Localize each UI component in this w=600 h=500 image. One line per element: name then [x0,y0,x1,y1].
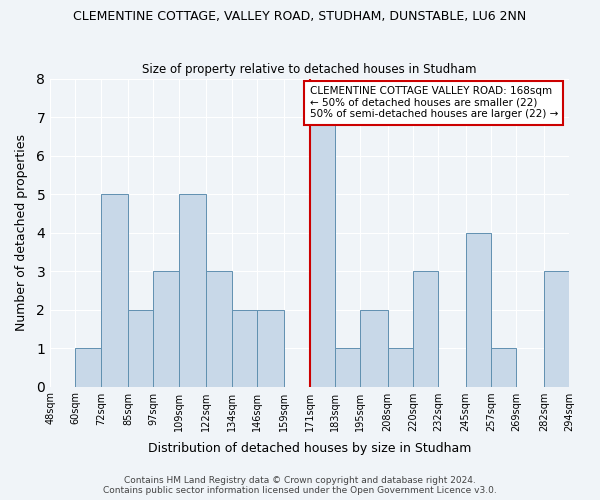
Bar [101,194,128,386]
Bar [206,271,232,386]
Bar [413,271,439,386]
Bar [544,271,569,386]
Text: CLEMENTINE COTTAGE VALLEY ROAD: 168sqm
← 50% of detached houses are smaller (22): CLEMENTINE COTTAGE VALLEY ROAD: 168sqm ←… [310,86,558,120]
Bar [232,310,257,386]
Bar [76,348,101,387]
Bar [128,310,154,386]
Bar [491,348,517,387]
X-axis label: Distribution of detached houses by size in Studham: Distribution of detached houses by size … [148,442,471,455]
Bar [257,310,284,386]
Title: Size of property relative to detached houses in Studham: Size of property relative to detached ho… [142,63,477,76]
Y-axis label: Number of detached properties: Number of detached properties [15,134,28,331]
Bar [335,348,360,387]
Text: Contains HM Land Registry data © Crown copyright and database right 2024.
Contai: Contains HM Land Registry data © Crown c… [103,476,497,495]
Bar [154,271,179,386]
Bar [466,232,491,386]
Bar [388,348,413,387]
Text: CLEMENTINE COTTAGE, VALLEY ROAD, STUDHAM, DUNSTABLE, LU6 2NN: CLEMENTINE COTTAGE, VALLEY ROAD, STUDHAM… [73,10,527,23]
Bar [360,310,388,386]
Bar [179,194,206,386]
Bar [310,117,335,386]
